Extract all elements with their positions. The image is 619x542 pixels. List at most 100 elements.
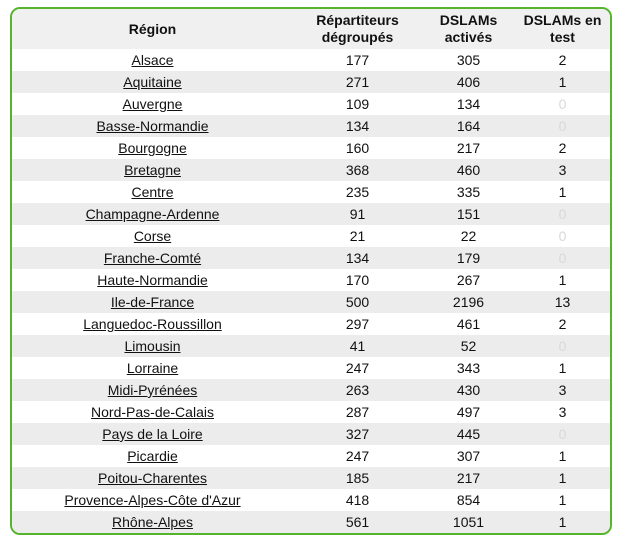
table-row: Lorraine 247 343 1 xyxy=(12,357,610,379)
region-link[interactable]: Nord-Pas-de-Calais xyxy=(91,404,214,420)
dslams-en-test-value: 1 xyxy=(558,74,567,90)
region-link[interactable]: Basse-Normandie xyxy=(96,118,209,134)
column-header-region: Région xyxy=(12,9,293,49)
dslams-actives-value: 52 xyxy=(460,338,477,354)
region-cell: Picardie xyxy=(12,445,293,467)
region-link[interactable]: Alsace xyxy=(131,52,174,68)
table-header-row: Région Répartiteurs dégroupés DSLAMs act… xyxy=(12,9,610,49)
region-cell: Pays de la Loire xyxy=(12,423,293,445)
dslams-en-test-value: 2 xyxy=(558,316,567,332)
table-row: Aquitaine 271 406 1 xyxy=(12,71,610,93)
dslams-en-test-value: 1 xyxy=(558,360,567,376)
region-link[interactable]: Champagne-Ardenne xyxy=(85,206,220,222)
region-link[interactable]: Lorraine xyxy=(126,360,179,376)
table-row: Corse 21 22 0 xyxy=(12,225,610,247)
dslams-en-test-value: 0 xyxy=(558,96,567,112)
table-row: Ile-de-France 500 2196 13 xyxy=(12,291,610,313)
repartiteurs-degroupes-value: 247 xyxy=(345,448,370,464)
dslams-actives-value: 343 xyxy=(456,360,481,376)
repartiteurs-degroupes-value: 170 xyxy=(345,272,370,288)
region-link[interactable]: Picardie xyxy=(127,448,178,464)
dslams-en-test-value: 0 xyxy=(558,206,567,222)
table-row: Picardie 247 307 1 xyxy=(12,445,610,467)
region-link[interactable]: Aquitaine xyxy=(123,74,182,90)
region-cell: Provence-Alpes-Côte d'Azur xyxy=(12,489,293,511)
table-row: Bourgogne 160 217 2 xyxy=(12,137,610,159)
region-cell: Auvergne xyxy=(12,93,293,115)
repartiteurs-degroupes-value: 185 xyxy=(345,470,370,486)
dslams-actives-value: 217 xyxy=(456,140,481,156)
dslams-actives-value: 151 xyxy=(456,206,481,222)
repartiteurs-degroupes-value: 418 xyxy=(345,492,370,508)
region-link[interactable]: Bretagne xyxy=(124,162,181,178)
table-row: Pays de la Loire 327 445 0 xyxy=(12,423,610,445)
region-cell: Bourgogne xyxy=(12,137,293,159)
region-cell: Limousin xyxy=(12,335,293,357)
region-cell: Languedoc-Roussillon xyxy=(12,313,293,335)
dslams-en-test-value: 1 xyxy=(558,470,567,486)
repartiteurs-degroupes-value: 134 xyxy=(345,250,370,266)
dslams-actives-value: 217 xyxy=(456,470,481,486)
column-header-dslams-actives: DSLAMs activés xyxy=(422,9,515,49)
dslams-en-test-value: 3 xyxy=(558,382,567,398)
repartiteurs-degroupes-value: 235 xyxy=(345,184,370,200)
region-cell: Ile-de-France xyxy=(12,291,293,313)
repartiteurs-degroupes-value: 91 xyxy=(349,206,366,222)
column-header-dslams-en-test: DSLAMs en test xyxy=(515,9,610,49)
repartiteurs-degroupes-value: 368 xyxy=(345,162,370,178)
dslams-actives-value: 22 xyxy=(460,228,477,244)
table-row: Rhône-Alpes 561 1051 1 xyxy=(12,511,610,533)
repartiteurs-degroupes-value: 41 xyxy=(349,338,366,354)
repartiteurs-degroupes-value: 247 xyxy=(345,360,370,376)
region-link[interactable]: Poitou-Charentes xyxy=(98,470,207,486)
table-row: Franche-Comté 134 179 0 xyxy=(12,247,610,269)
table-row: Limousin 41 52 0 xyxy=(12,335,610,357)
repartiteurs-degroupes-value: 134 xyxy=(345,118,370,134)
region-link[interactable]: Provence-Alpes-Côte d'Azur xyxy=(64,492,241,508)
dslams-actives-value: 305 xyxy=(456,52,481,68)
dslams-actives-value: 134 xyxy=(456,96,481,112)
region-cell: Basse-Normandie xyxy=(12,115,293,137)
region-cell: Poitou-Charentes xyxy=(12,467,293,489)
dslams-en-test-value: 3 xyxy=(558,404,567,420)
region-link[interactable]: Bourgogne xyxy=(118,140,187,156)
dslams-actives-value: 460 xyxy=(456,162,481,178)
region-link[interactable]: Ile-de-France xyxy=(110,294,195,310)
table-row: Nord-Pas-de-Calais 287 497 3 xyxy=(12,401,610,423)
dslams-en-test-value: 2 xyxy=(558,140,567,156)
region-cell: Corse xyxy=(12,225,293,247)
dslams-en-test-value: 2 xyxy=(558,52,567,68)
region-cell: Aquitaine xyxy=(12,71,293,93)
table-row: Champagne-Ardenne 91 151 0 xyxy=(12,203,610,225)
repartiteurs-degroupes-value: 160 xyxy=(345,140,370,156)
dslams-actives-value: 445 xyxy=(456,426,481,442)
region-link[interactable]: Corse xyxy=(133,228,172,244)
region-cell: Centre xyxy=(12,181,293,203)
region-link[interactable]: Pays de la Loire xyxy=(102,426,203,442)
dslams-actives-value: 335 xyxy=(456,184,481,200)
region-link[interactable]: Rhône-Alpes xyxy=(112,514,193,530)
repartiteurs-degroupes-value: 177 xyxy=(345,52,370,68)
region-link[interactable]: Centre xyxy=(131,184,174,200)
dslams-en-test-value: 1 xyxy=(558,492,567,508)
dslams-actives-value: 267 xyxy=(456,272,481,288)
region-link[interactable]: Languedoc-Roussillon xyxy=(83,316,222,332)
region-link[interactable]: Franche-Comté xyxy=(103,250,202,266)
dslams-en-test-value: 0 xyxy=(558,228,567,244)
dslams-en-test-value: 1 xyxy=(558,184,567,200)
repartiteurs-degroupes-value: 500 xyxy=(345,294,370,310)
repartiteurs-degroupes-value: 271 xyxy=(345,74,370,90)
table-row: Poitou-Charentes 185 217 1 xyxy=(12,467,610,489)
repartiteurs-degroupes-value: 327 xyxy=(345,426,370,442)
dslams-actives-value: 406 xyxy=(456,74,481,90)
region-link[interactable]: Limousin xyxy=(124,338,181,354)
region-cell: Franche-Comté xyxy=(12,247,293,269)
region-link[interactable]: Haute-Normandie xyxy=(97,272,208,288)
dslams-actives-value: 854 xyxy=(456,492,481,508)
region-link[interactable]: Auvergne xyxy=(122,96,183,112)
dslams-en-test-value: 13 xyxy=(554,294,571,310)
region-link[interactable]: Midi-Pyrénées xyxy=(107,382,198,398)
dslams-en-test-value: 0 xyxy=(558,426,567,442)
region-cell: Rhône-Alpes xyxy=(12,511,293,533)
dslams-en-test-value: 1 xyxy=(558,272,567,288)
